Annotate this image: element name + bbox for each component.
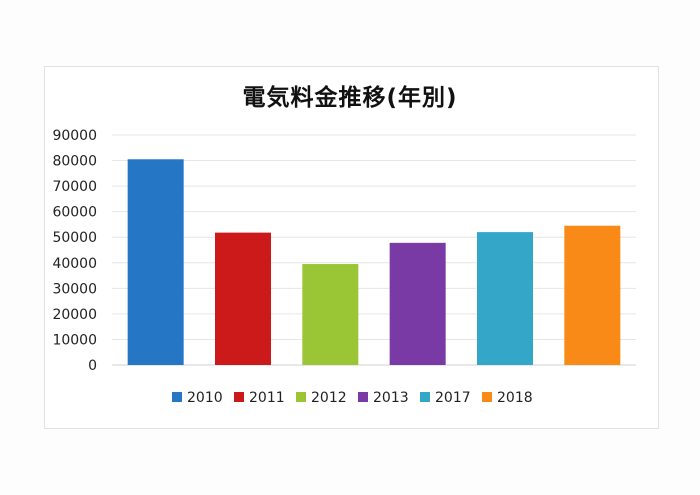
y-tick-label: 0 [88, 358, 97, 374]
y-tick-label: 60000 [52, 205, 97, 221]
legend-label: 2018 [497, 390, 533, 406]
legend-label: 2011 [249, 390, 285, 406]
bar-2011 [215, 232, 271, 365]
y-tick-label: 40000 [52, 256, 97, 272]
legend-label: 2013 [373, 390, 409, 406]
y-tick-label: 10000 [52, 332, 97, 348]
y-tick-label: 90000 [52, 128, 97, 144]
gridlines [112, 134, 636, 366]
legend-label: 2017 [435, 390, 471, 406]
legend-swatch [172, 392, 182, 402]
bar-2017 [477, 232, 533, 365]
legend-swatch [234, 392, 244, 402]
legend-swatch [358, 392, 368, 402]
chart-title: 電気料金推移(年別) [242, 85, 458, 111]
y-tick-label: 20000 [52, 307, 97, 323]
bar-2018 [564, 225, 621, 365]
bar-2012 [302, 264, 359, 365]
bar-2013 [389, 242, 446, 365]
y-tick-label: 30000 [52, 281, 97, 297]
bars [127, 159, 621, 365]
y-tick-label: 80000 [52, 154, 97, 170]
y-axis-ticks: 0 10000 20000 30000 40000 50000 60000 70000 8000… [52, 128, 97, 374]
legend-label: 2012 [311, 390, 347, 406]
y-tick-label: 70000 [52, 179, 97, 195]
legend-label: 2010 [187, 390, 223, 406]
legend-swatch [296, 392, 306, 402]
bar-2010 [127, 159, 184, 365]
legend-swatch [482, 392, 492, 402]
legend-swatch [420, 392, 430, 402]
legend: 2010 2011 2012 2013 2017 2018 [172, 390, 533, 406]
y-tick-label: 50000 [52, 230, 97, 246]
